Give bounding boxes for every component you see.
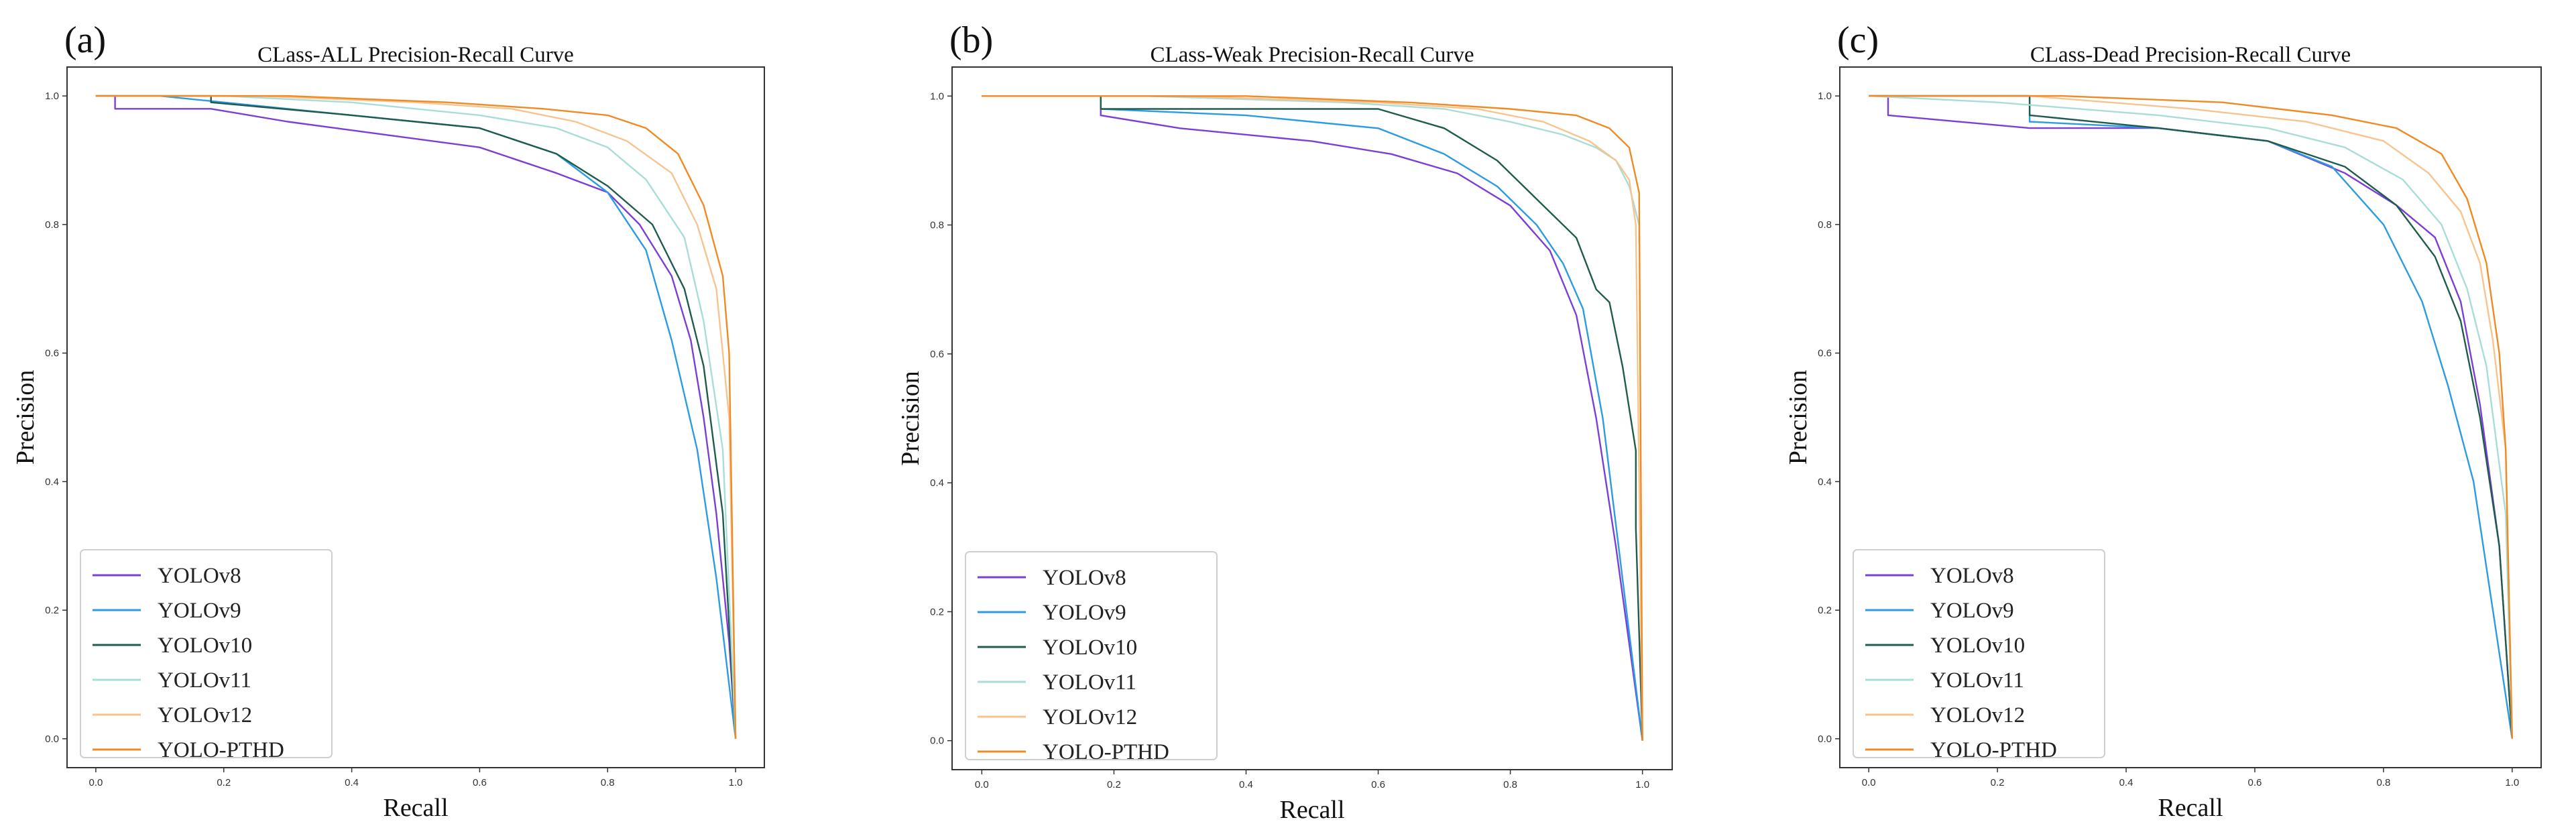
y-tick-label: 0.4 <box>1818 476 1832 487</box>
legend-entry: YOLOv10 <box>1043 636 1137 660</box>
legend-entry: YOLOv12 <box>158 703 252 727</box>
legend-entry: YOLOv8 <box>1043 566 1126 590</box>
series-line-yolov9 <box>1869 95 2513 739</box>
legend-entry: YOLOv11 <box>158 668 251 693</box>
y-tick-label: 0.8 <box>45 219 59 231</box>
y-tick-label: 0.6 <box>1818 348 1832 359</box>
x-tick-label: 0.8 <box>1503 779 1517 790</box>
y-axis-label: Precision <box>896 371 925 465</box>
series-line-yolov8 <box>1869 95 2513 739</box>
y-tick-label: 0.8 <box>930 220 944 231</box>
x-tick-label: 0.6 <box>1371 779 1385 790</box>
y-tick-label: 0.0 <box>45 733 59 745</box>
series-line-yolov10 <box>95 95 737 739</box>
x-tick-label: 0.4 <box>345 777 359 788</box>
plot-frame <box>1839 66 2542 768</box>
legend-entry: YOLOv10 <box>1930 634 2025 658</box>
series-line-yolo-pthd <box>1869 95 2513 739</box>
legend-entry: YOLOv12 <box>1930 703 2025 727</box>
y-tick-label: 0.2 <box>930 606 944 617</box>
plot-frame <box>951 66 1673 770</box>
legend-entry: YOLOv12 <box>1043 705 1137 729</box>
y-tick-label: 0.2 <box>45 605 59 616</box>
x-tick-label: 1.0 <box>2505 777 2519 788</box>
series-line-yolov11 <box>1869 95 2513 739</box>
chart-panel-2: (b) CLass-Weak Precision-Recall Curve 0.0 0… <box>896 19 1673 824</box>
series-line-yolov11 <box>95 95 737 739</box>
panel-label: (c) <box>1837 19 1879 61</box>
series-line-yolov8 <box>95 95 737 739</box>
legend-box <box>80 549 333 758</box>
legend-entry: YOLO-PTHD <box>158 738 284 762</box>
y-tick-label: 0.8 <box>1818 219 1832 231</box>
x-axis-label: Recall <box>383 794 448 822</box>
chart-panel-1: (a) CLass-ALL Precision-Recall Curve 0.0 0.… <box>11 19 765 822</box>
legend: YOLOv8 YOLOv9 YOLOv10 YOLOv11 YOLOv12 YOLO-PT… <box>80 549 333 762</box>
y-tick-label: 1.0 <box>45 91 59 102</box>
y-axis-label: Precision <box>11 370 40 465</box>
series-line-yolov9 <box>95 95 737 739</box>
y-tick-label: 0.0 <box>1818 733 1832 745</box>
x-tick-label: 0.2 <box>217 777 231 788</box>
legend-entry: YOLO-PTHD <box>1930 738 2057 762</box>
legend: YOLOv8 YOLOv9 YOLOv10 YOLOv11 YOLOv12 YOLO-PT… <box>965 551 1218 764</box>
legend-entry: YOLOv9 <box>158 599 241 623</box>
x-tick-label: 0.6 <box>473 777 487 788</box>
y-tick-label: 1.0 <box>1818 91 1832 102</box>
y-tick-label: 0.4 <box>45 476 59 487</box>
series-line-yolov10 <box>1869 95 2513 739</box>
panel-label: (a) <box>64 19 106 61</box>
legend: YOLOv8 YOLOv9 YOLOv10 YOLOv11 YOLOv12 YOLO-PT… <box>1853 549 2105 762</box>
y-tick-label: 0.6 <box>930 349 944 360</box>
y-tick-label: 0.4 <box>930 477 944 489</box>
y-tick-label: 0.6 <box>45 348 59 359</box>
x-tick-label: 0.2 <box>1107 779 1121 790</box>
series-line-yolov8 <box>982 95 1643 741</box>
y-tick-label: 1.0 <box>930 91 944 102</box>
legend-entry: YOLOv9 <box>1930 599 2014 623</box>
x-tick-label: 0.0 <box>1862 777 1876 788</box>
x-tick-label: 0.6 <box>2248 777 2262 788</box>
panel-label: (b) <box>949 19 993 61</box>
x-tick-label: 0.2 <box>1991 777 2005 788</box>
y-axis-label: Precision <box>1784 370 1812 465</box>
series-line-yolov12 <box>95 95 737 739</box>
legend-box <box>965 551 1218 760</box>
legend-entry: YOLOv8 <box>1930 564 2014 588</box>
x-tick-label: 0.8 <box>2376 777 2390 788</box>
legend-entry: YOLOv11 <box>1930 668 2024 693</box>
x-tick-label: 0.8 <box>601 777 615 788</box>
series-line-yolo-pthd <box>95 95 737 739</box>
x-tick-label: 1.0 <box>1635 779 1649 790</box>
legend-entry: YOLOv11 <box>1043 670 1136 695</box>
legend-box <box>1853 549 2105 758</box>
series-line-yolov12 <box>1869 95 2513 739</box>
series-line-yolo-pthd <box>982 95 1643 741</box>
series-line-yolov10 <box>982 95 1643 741</box>
x-tick-label: 0.0 <box>89 777 103 788</box>
series-line-yolov12 <box>982 95 1643 741</box>
chart-title: CLass-Dead Precision-Recall Curve <box>2030 43 2351 67</box>
x-tick-label: 0.4 <box>1239 779 1253 790</box>
x-axis-label: Recall <box>1279 796 1344 824</box>
legend-entry: YOLO-PTHD <box>1043 740 1169 764</box>
chart-panel-3: (c) CLass-Dead Precision-Recall Curve 0.0 0… <box>1784 19 2542 822</box>
y-tick-label: 0.0 <box>930 735 944 747</box>
x-axis-label: Recall <box>2158 794 2223 822</box>
chart-title: CLass-Weak Precision-Recall Curve <box>1150 43 1474 67</box>
x-tick-label: 0.0 <box>975 779 989 790</box>
legend-entry: YOLOv8 <box>158 564 241 588</box>
legend-entry: YOLOv9 <box>1043 601 1126 625</box>
series-line-yolov11 <box>982 95 1640 245</box>
x-tick-label: 1.0 <box>729 777 743 788</box>
plot-frame <box>66 66 765 768</box>
x-tick-label: 0.4 <box>2119 777 2133 788</box>
chart-title: CLass-ALL Precision-Recall Curve <box>257 43 574 67</box>
y-tick-label: 0.2 <box>1818 605 1832 616</box>
legend-entry: YOLOv10 <box>158 634 252 658</box>
